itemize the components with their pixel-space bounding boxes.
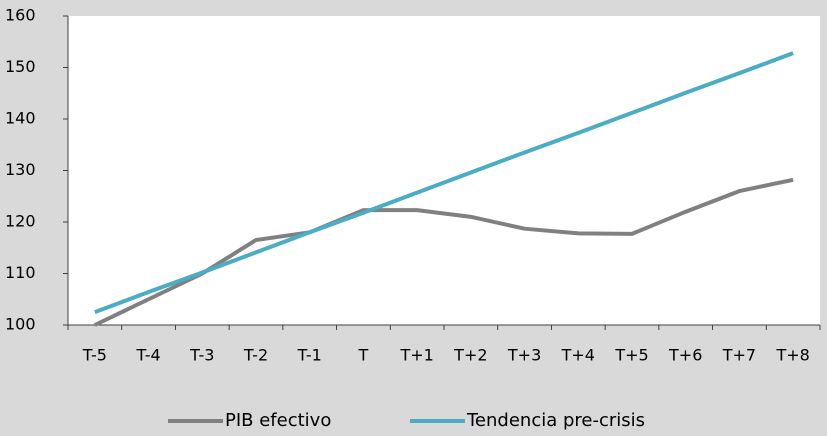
x-tick-label: T+6 bbox=[668, 346, 702, 365]
x-tick-label: T+1 bbox=[399, 346, 433, 365]
y-tick-label: 140 bbox=[5, 109, 36, 128]
y-tick-label: 130 bbox=[5, 160, 36, 179]
x-tick-label: T+2 bbox=[453, 346, 487, 365]
y-tick-label: 100 bbox=[5, 315, 36, 334]
x-tick-label: T-5 bbox=[82, 346, 107, 365]
x-tick-label: T+5 bbox=[614, 346, 648, 365]
y-tick-label: 110 bbox=[5, 263, 36, 282]
y-tick-label: 160 bbox=[5, 6, 36, 25]
y-tick-label: 120 bbox=[5, 212, 36, 231]
x-tick-label: T-4 bbox=[135, 346, 160, 365]
x-tick-label: T-2 bbox=[243, 346, 268, 365]
legend-label: Tendencia pre-crisis bbox=[466, 410, 645, 431]
x-tick-label: T+4 bbox=[561, 346, 595, 365]
x-tick-label: T-3 bbox=[189, 346, 214, 365]
x-tick-label: T+8 bbox=[775, 346, 809, 365]
legend-label: PIB efectivo bbox=[225, 410, 331, 431]
x-tick-label: T+7 bbox=[722, 346, 756, 365]
y-tick-label: 150 bbox=[5, 57, 36, 76]
plot-area bbox=[68, 16, 820, 325]
x-tick-label: T-1 bbox=[297, 346, 322, 365]
series-line bbox=[94, 51, 794, 314]
x-tick-label: T+3 bbox=[507, 346, 541, 365]
x-tick-label: T bbox=[358, 346, 369, 365]
